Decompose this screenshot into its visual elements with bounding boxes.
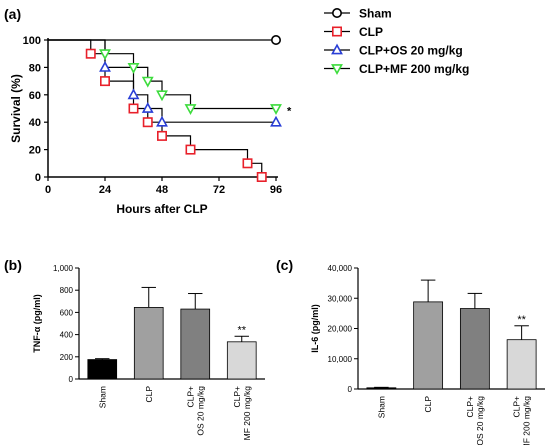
survival-marker — [157, 130, 168, 141]
category-label: OS 20 mg/kg — [195, 386, 205, 436]
legend-label: CLP+MF 200 mg/kg — [359, 62, 469, 76]
survival-marker — [100, 76, 111, 87]
survival-marker — [99, 49, 111, 61]
survival-marker — [242, 158, 253, 169]
y-axis-title: TNF-α (pg/ml) — [32, 294, 42, 353]
y-tick-label: 40 — [29, 117, 41, 129]
survival-chart: 0 20 40 60 80 100 0 24 48 72 96 Hours after CLP Surv… — [9, 7, 469, 217]
category-label: CLP+ — [465, 396, 475, 418]
category-label: CLP+ — [232, 386, 242, 408]
survival-curve-3 — [48, 39, 276, 110]
bar — [226, 341, 257, 380]
significance-star: ** — [517, 314, 526, 326]
y-axis-title: IL-6 (pg/ml) — [310, 304, 320, 353]
bar — [366, 387, 397, 390]
y-tick-label: 20,000 — [328, 325, 353, 334]
survival-marker — [256, 172, 267, 183]
survival-marker — [141, 76, 154, 88]
x-tick-label: 0 — [45, 184, 51, 196]
category-label: MF 200 mg/kg — [522, 396, 532, 445]
significance-star: * — [287, 106, 292, 118]
survival-marker — [99, 60, 111, 72]
survival-marker — [85, 48, 96, 59]
y-tick-label: 200 — [60, 353, 74, 362]
category-label: CLP — [144, 386, 154, 403]
legend-marker — [331, 26, 342, 37]
survival-marker — [141, 102, 154, 113]
survival-marker — [185, 144, 196, 155]
bar — [506, 339, 537, 390]
survival-marker — [184, 104, 197, 115]
panel-label-c: (c) — [276, 257, 293, 273]
x-axis-title: Hours after CLP — [116, 202, 207, 216]
survival-marker — [270, 34, 281, 45]
survival-marker — [142, 117, 153, 128]
bar — [87, 359, 118, 380]
y-tick-label: 0 — [348, 385, 353, 394]
survival-series: * — [48, 34, 292, 183]
legend-marker — [331, 43, 343, 55]
y-tick-label: 20 — [29, 145, 41, 157]
category-label: CLP+ — [185, 386, 195, 408]
y-tick-label: 60 — [29, 90, 41, 102]
category-label: Sham — [376, 396, 386, 418]
category-label: MF 200 mg/kg — [242, 386, 252, 441]
x-tick-label: 72 — [213, 184, 225, 196]
survival-marker — [128, 103, 139, 114]
bar — [133, 307, 164, 380]
y-tick-label: 400 — [60, 331, 74, 340]
survival-marker — [270, 104, 282, 115]
x-tick-label: 24 — [99, 184, 112, 196]
y-tick-label: 800 — [60, 286, 74, 295]
y-tick-label: 0 — [35, 172, 41, 184]
y-tick-label: 30,000 — [328, 294, 353, 303]
survival-legend: Sham CLP CLP+OS 20 mg/kg CLP+MF 200 mg/kg — [324, 7, 469, 76]
y-tick-label: 40,000 — [328, 264, 353, 273]
bar — [180, 308, 211, 380]
bar — [413, 301, 444, 390]
x-tick-label: 96 — [270, 184, 282, 196]
panel-label-a: (a) — [4, 6, 21, 22]
y-tick-label: 0 — [69, 375, 74, 384]
bar — [459, 308, 490, 390]
category-label: CLP — [423, 396, 433, 413]
survival-marker — [127, 88, 140, 100]
y-tick-label: 600 — [60, 308, 74, 317]
survival-marker — [127, 62, 140, 74]
legend-label: CLP+OS 20 mg/kg — [359, 44, 463, 58]
survival-axes: 0 20 40 60 80 100 0 24 48 72 96 Hours after CLP Surv… — [9, 35, 282, 216]
category-label: Sham — [97, 386, 107, 408]
tnf-alpha-bar-chart: 0 200 400 600 800 1,000 TNF-α (pg/ml) Sham CLP CL… — [32, 264, 265, 440]
legend-label: CLP — [359, 25, 383, 39]
legend-marker — [331, 8, 342, 18]
significance-star: ** — [237, 324, 246, 336]
y-tick-label: 1,000 — [53, 264, 74, 273]
legend-marker — [331, 64, 343, 75]
y-tick-label: 80 — [29, 62, 41, 74]
y-tick-label: 10,000 — [328, 355, 353, 364]
survival-marker — [156, 90, 168, 102]
y-tick-label: 100 — [23, 35, 41, 47]
il6-bar-chart: 0 10,000 20,000 30,000 40,000 IL-6 (pg/ml) Sha… — [310, 264, 545, 445]
survival-marker — [156, 115, 168, 127]
x-tick-label: 48 — [156, 184, 168, 196]
panel-label-b: (b) — [4, 257, 22, 273]
y-axis-title: Survival (%) — [9, 74, 23, 143]
category-label: CLP+ — [512, 396, 522, 418]
category-label: OS 20 mg/kg — [475, 396, 485, 445]
legend-label: Sham — [359, 7, 392, 21]
survival-marker — [270, 115, 282, 127]
